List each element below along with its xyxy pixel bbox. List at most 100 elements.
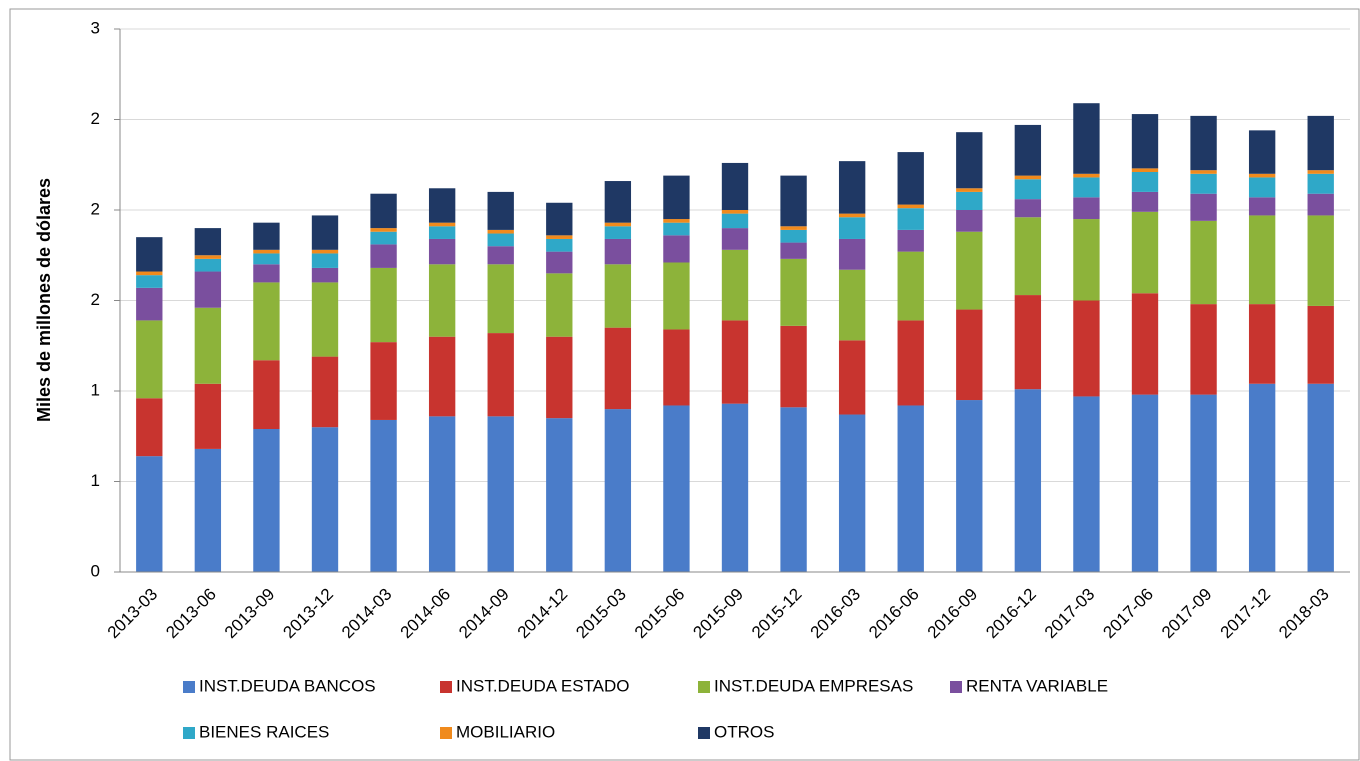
y-tick-label: 2 xyxy=(91,199,100,218)
bar-segment xyxy=(194,307,222,384)
bar-segment xyxy=(1190,193,1217,221)
bar-segment xyxy=(1248,197,1276,216)
bar-segment xyxy=(1307,215,1334,306)
bar-segment xyxy=(663,175,690,220)
bar-segment xyxy=(1073,177,1100,198)
bar-segment xyxy=(838,340,866,415)
bar-segment xyxy=(136,398,163,457)
legend-label: INST.DEUDA EMPRESAS xyxy=(714,676,913,695)
bar-segment xyxy=(604,181,632,223)
bar-segment xyxy=(428,222,456,227)
bar-segment xyxy=(604,238,632,265)
bar-segment xyxy=(253,360,280,430)
x-tick-label: 2015-09 xyxy=(689,585,747,643)
x-tick-label: 2016-09 xyxy=(924,585,982,643)
bar-segment xyxy=(194,271,222,308)
bar-segment xyxy=(487,246,514,265)
legend-swatch xyxy=(440,727,452,739)
bar-segment xyxy=(663,262,690,330)
bar-segment xyxy=(780,229,807,243)
bar-segment xyxy=(604,409,632,572)
x-tick-label: 2017-03 xyxy=(1041,585,1099,643)
bar-segment xyxy=(1131,293,1159,395)
bar-segment xyxy=(780,258,807,326)
bar-segment xyxy=(428,238,456,265)
x-tick-label: 2013-06 xyxy=(162,585,220,643)
bar-segment xyxy=(1131,114,1159,169)
y-tick-label: 1 xyxy=(91,380,100,399)
legend-label: BIENES RAICES xyxy=(199,722,329,741)
bar-segment xyxy=(1131,394,1159,572)
legend-swatch xyxy=(183,681,195,693)
bar-segment xyxy=(956,132,983,189)
bar-segment xyxy=(428,226,456,239)
y-tick-label: 2 xyxy=(91,109,100,128)
bar-segment xyxy=(897,320,924,406)
bar-segment xyxy=(1307,193,1334,216)
bar-segment xyxy=(956,191,983,210)
x-tick-label: 2016-03 xyxy=(807,585,865,643)
x-tick-label: 2013-12 xyxy=(279,585,337,643)
bar-segment xyxy=(663,219,690,223)
x-tick-label: 2014-09 xyxy=(455,585,513,643)
x-tick-label: 2016-12 xyxy=(982,585,1040,643)
bar-segment xyxy=(604,222,632,227)
bar-segment xyxy=(1131,168,1159,172)
bar-segment xyxy=(1190,173,1217,194)
y-tick-label: 3 xyxy=(91,18,100,37)
bar-segment xyxy=(546,202,573,236)
bar-segment xyxy=(780,242,807,259)
bar-segment xyxy=(487,416,514,572)
bar-segment xyxy=(136,320,163,399)
bar-segment xyxy=(780,407,807,572)
bar-segment xyxy=(838,238,866,270)
x-tick-label: 2017-06 xyxy=(1099,585,1157,643)
bar-segment xyxy=(956,210,983,232)
bar-segment xyxy=(604,327,632,410)
y-tick-label: 0 xyxy=(91,561,100,580)
bar-segment xyxy=(487,233,514,247)
bar-segment xyxy=(838,213,866,218)
bar-segment xyxy=(253,282,280,361)
bar-segment xyxy=(487,333,514,417)
bar-segment xyxy=(1190,220,1217,305)
bar-segment xyxy=(897,208,924,230)
bar-segment xyxy=(1248,383,1276,572)
bar-segment xyxy=(370,342,397,420)
legend-swatch xyxy=(183,727,195,739)
bar-segment xyxy=(253,429,280,572)
bar-segment xyxy=(487,264,514,334)
bar-segment xyxy=(956,309,983,401)
bar-segment xyxy=(253,253,280,265)
bar-segment xyxy=(956,231,983,310)
bar-segment xyxy=(838,269,866,341)
bar-segment xyxy=(838,217,866,239)
bar-segment xyxy=(1131,211,1159,294)
bar-segment xyxy=(604,226,632,239)
bar-segment xyxy=(1014,179,1042,200)
bar-segment xyxy=(897,152,924,205)
legend-swatch xyxy=(440,681,452,693)
bar-segment xyxy=(721,213,749,229)
legend-label: OTROS xyxy=(714,722,774,741)
x-tick-label: 2017-09 xyxy=(1158,585,1216,643)
bar-segment xyxy=(136,275,163,288)
legend-swatch xyxy=(698,727,710,739)
bar-segment xyxy=(136,456,163,572)
bar-segment xyxy=(311,215,339,250)
bar-segment xyxy=(721,320,749,404)
bar-segment xyxy=(663,405,690,572)
bar-segment xyxy=(663,222,690,236)
bar-segment xyxy=(897,405,924,572)
bar-segment xyxy=(1248,173,1276,178)
bar-segment xyxy=(428,188,456,223)
bar-segment xyxy=(1073,219,1100,301)
bar-segment xyxy=(663,329,690,406)
bar-segment xyxy=(1248,215,1276,305)
bar-segment xyxy=(1307,170,1334,174)
bar-segment xyxy=(897,229,924,252)
bar-segment xyxy=(1073,103,1100,174)
bar-segment xyxy=(194,255,222,259)
bar-segment xyxy=(546,238,573,252)
